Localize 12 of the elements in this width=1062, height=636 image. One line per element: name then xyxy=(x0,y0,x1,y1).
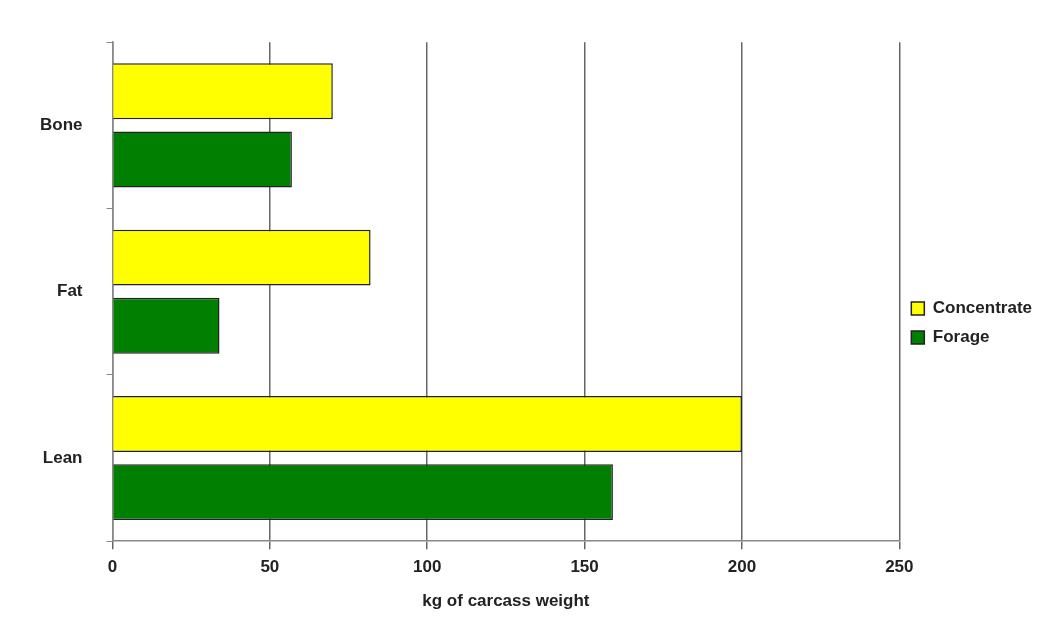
y-tick-label: Fat xyxy=(57,281,83,301)
x-tick-label: 100 xyxy=(413,557,442,577)
y-tick-label: Lean xyxy=(42,447,83,467)
x-axis-title: kg of carcass weight xyxy=(422,591,590,611)
x-tick-label: 200 xyxy=(727,557,757,577)
x-tick-label: 0 xyxy=(107,557,118,577)
legend-label: Concentrate xyxy=(932,298,1032,318)
x-tick-label: 250 xyxy=(885,557,914,577)
y-tick-label: Bone xyxy=(40,115,83,135)
legend-label: Forage xyxy=(932,327,990,347)
x-tick-label: 50 xyxy=(260,557,280,577)
x-tick-label: 150 xyxy=(570,557,599,577)
